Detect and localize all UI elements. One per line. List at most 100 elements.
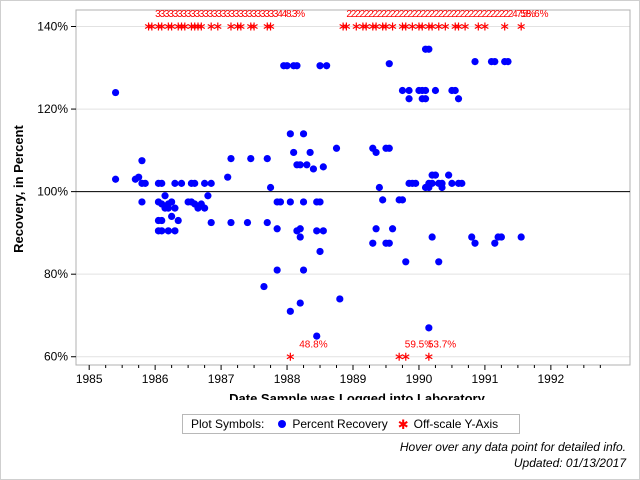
- recovery-point: [164, 227, 172, 235]
- off-scale-marker: [167, 22, 176, 31]
- recovery-point: [385, 60, 393, 68]
- recovery-point: [296, 233, 304, 241]
- off-scale-marker: [415, 22, 423, 31]
- off-scale-marker: [428, 22, 436, 31]
- axes: 60% 80% 100% 120% 140% 1985 1986 1987 1988 1989 19…: [37, 9, 631, 386]
- y-tick-label: 100%: [37, 185, 68, 199]
- off-scale-marker: [441, 22, 450, 31]
- off-scale-marker: [227, 22, 235, 31]
- recovery-point: [171, 204, 179, 212]
- off-scale-marker: [181, 22, 189, 31]
- x-tick-label: 1988: [274, 372, 301, 386]
- off-scale-marker: [474, 22, 483, 31]
- off-scale-marker: [197, 22, 206, 31]
- recovery-point: [171, 179, 179, 187]
- off-scale-marker: [177, 22, 186, 31]
- recovery-point: [296, 225, 304, 233]
- x-tick-label: 1987: [208, 372, 235, 386]
- off-scale-marker: [157, 22, 166, 31]
- x-tick-label: 1985: [76, 372, 103, 386]
- recovery-point: [243, 218, 252, 227]
- off-scale-marker: [233, 22, 242, 31]
- off-scale-marker: [187, 22, 196, 31]
- off-scale-marker: [369, 22, 377, 31]
- recovery-point: [431, 86, 440, 95]
- off-scale-marker: [190, 22, 199, 31]
- recovery-point: [158, 227, 166, 235]
- off-scale-marker: [395, 352, 403, 361]
- recovery-point: [263, 218, 271, 227]
- recovery-point: [412, 179, 420, 187]
- recovery-point: [276, 198, 285, 206]
- off-scale-marker: [425, 352, 433, 361]
- off-scale-label-run: 2222222222222222222222222222222222222247…: [346, 9, 535, 20]
- recovery-point: [405, 95, 413, 103]
- off-scale-value-label: 58.6%: [520, 9, 548, 20]
- recovery-point: [385, 239, 393, 247]
- recovery-point: [323, 62, 331, 70]
- off-scale-marker: [454, 22, 463, 31]
- recovery-point: [191, 179, 199, 187]
- off-scale-marker: [481, 22, 489, 31]
- recovery-point: [405, 86, 413, 95]
- recovery-point: [431, 171, 440, 179]
- off-scale-marker: [461, 22, 469, 31]
- recovery-point: [207, 179, 215, 187]
- recovery-point: [303, 161, 311, 169]
- off-scale-marker: [401, 352, 410, 361]
- recovery-point: [224, 173, 232, 181]
- recovery-point: [306, 148, 314, 157]
- off-scale-marker: [174, 22, 182, 31]
- recovery-point: [135, 173, 143, 181]
- recovery-point: [471, 57, 479, 66]
- recovery-point: [504, 57, 512, 66]
- recovery-point: [227, 218, 235, 227]
- recovery-point: [207, 218, 215, 227]
- recovery-point: [299, 266, 308, 274]
- off-scale-marker: [378, 22, 387, 31]
- scatter-chart: 60% 80% 100% 120% 140% 1985 1986 1987 1988 1989 19…: [11, 9, 631, 400]
- recovery-point: [405, 179, 413, 187]
- recovery-point: [286, 130, 294, 138]
- x-axis-label: Date Sample was Logged into Laboratory: [229, 391, 485, 400]
- x-tick-label: 1992: [538, 372, 565, 386]
- data-labels: 3333333333333333333333333333448.3% 222222…: [155, 9, 549, 350]
- off-scale-value-label: 48.8%: [299, 339, 327, 350]
- blue-dot-icon: [278, 420, 287, 428]
- recovery-point: [316, 198, 324, 206]
- off-scale-marker: [352, 22, 361, 31]
- recovery-point: [497, 233, 505, 241]
- recovery-point: [227, 155, 235, 163]
- legend: Plot Symbols: Percent Recovery ✱ Off-sca…: [182, 414, 520, 434]
- recovery-point: [336, 295, 344, 303]
- x-tick-label: 1989: [340, 372, 367, 386]
- recovery-point: [299, 130, 308, 138]
- x-tick-label: 1990: [406, 372, 433, 386]
- recovery-point: [313, 332, 321, 340]
- off-scale-marker: [398, 22, 407, 31]
- legend-label-percent-recovery: Percent Recovery: [292, 417, 388, 431]
- y-tick-label: 60%: [44, 350, 68, 364]
- recovery-point: [448, 179, 456, 187]
- recovery-point: [283, 62, 291, 70]
- recovery-point: [296, 161, 304, 169]
- off-scale-marker: [263, 22, 272, 31]
- recovery-point: [372, 148, 380, 157]
- y-tick-label: 80%: [44, 267, 68, 281]
- recovery-point: [313, 227, 321, 235]
- recovery-point: [171, 227, 179, 235]
- off-scale-marker: [359, 22, 367, 31]
- x-tick-label: 1991: [472, 372, 499, 386]
- recovery-point: [369, 239, 377, 247]
- off-scale-marker: [207, 22, 215, 31]
- recovery-point: [435, 258, 443, 266]
- recovery-point: [293, 62, 301, 70]
- recovery-point: [372, 225, 380, 233]
- recovery-point: [471, 239, 479, 247]
- off-scale-marker: [451, 22, 459, 31]
- recovery-point: [204, 192, 212, 200]
- recovery-point: [491, 57, 499, 66]
- recovery-point: [111, 175, 120, 183]
- updated-date: Updated: 01/13/2017: [513, 456, 626, 470]
- recovery-point: [438, 179, 446, 187]
